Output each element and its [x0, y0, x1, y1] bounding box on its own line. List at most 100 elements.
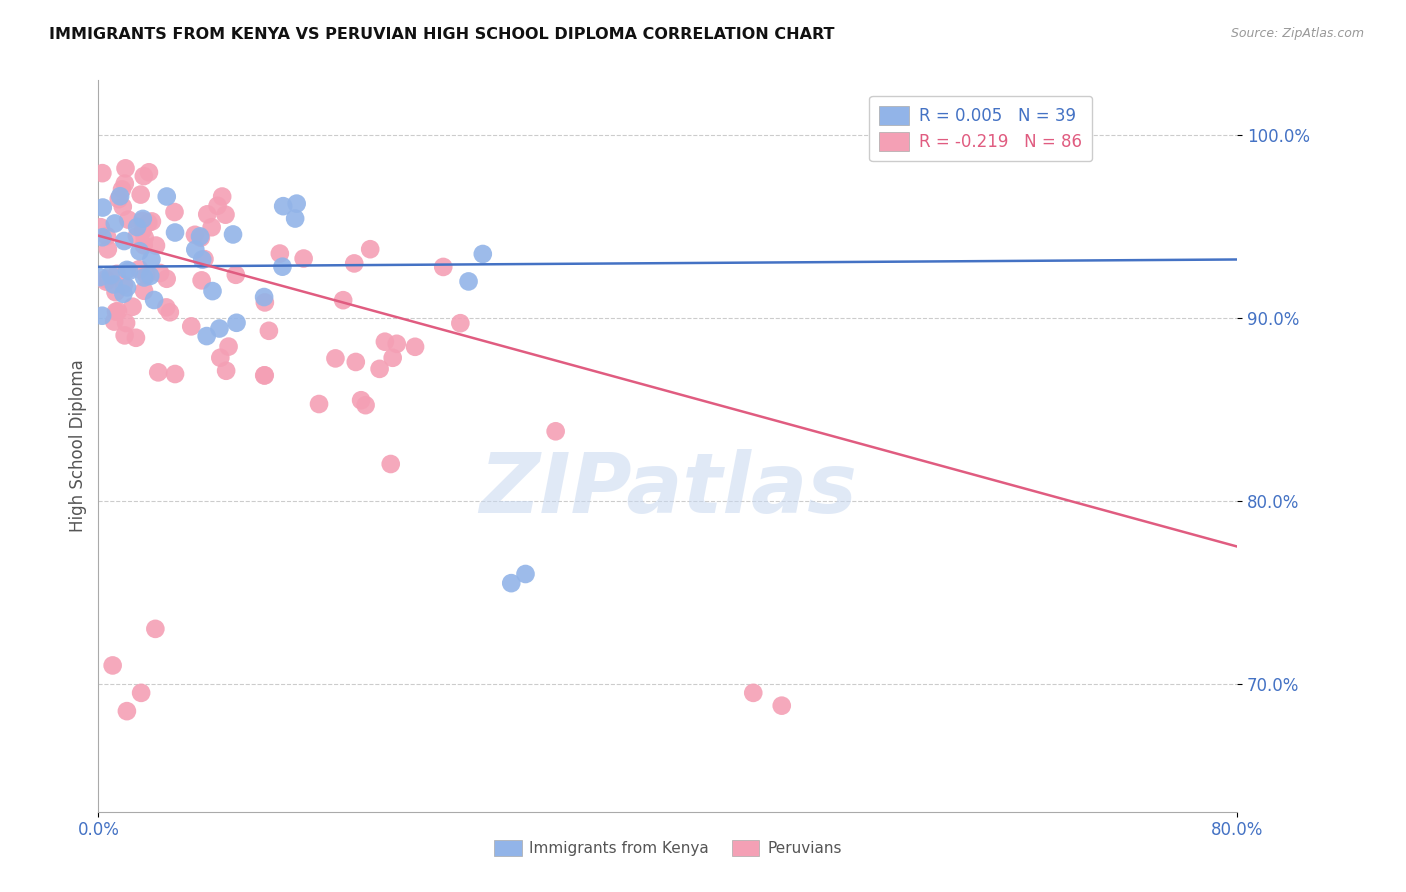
Point — [215, 364, 238, 378]
Point — [285, 196, 308, 211]
Point — [159, 305, 181, 319]
Point — [354, 398, 377, 412]
Point — [114, 177, 136, 191]
Point — [385, 336, 408, 351]
Point — [332, 293, 354, 308]
Point — [136, 216, 159, 230]
Point — [132, 211, 155, 226]
Point — [107, 192, 129, 206]
Point — [742, 686, 765, 700]
Point — [94, 272, 117, 286]
Point — [253, 290, 276, 304]
Point — [156, 272, 179, 286]
Point — [374, 334, 396, 349]
Text: IMMIGRANTS FROM KENYA VS PERUVIAN HIGH SCHOOL DIPLOMA CORRELATION CHART: IMMIGRANTS FROM KENYA VS PERUVIAN HIGH S… — [49, 27, 835, 42]
Point — [115, 263, 138, 277]
Point — [544, 425, 567, 439]
Point — [143, 293, 166, 307]
Point — [96, 275, 118, 289]
Point — [222, 227, 245, 242]
Point — [118, 264, 141, 278]
Point — [284, 211, 307, 226]
Point — [129, 686, 152, 700]
Point — [155, 301, 177, 315]
Point — [108, 189, 131, 203]
Point — [148, 365, 170, 379]
Point — [135, 268, 157, 282]
Point — [128, 262, 150, 277]
Point — [129, 187, 152, 202]
Point — [115, 704, 138, 718]
Legend: Immigrants from Kenya, Peruvians: Immigrants from Kenya, Peruvians — [488, 834, 848, 863]
Point — [271, 260, 294, 274]
Point — [404, 340, 426, 354]
Point — [184, 243, 207, 257]
Point — [141, 252, 163, 267]
Point — [253, 368, 276, 383]
Point — [180, 319, 202, 334]
Point — [380, 457, 402, 471]
Point — [211, 189, 233, 203]
Point — [91, 201, 114, 215]
Point — [471, 247, 494, 261]
Point — [111, 200, 134, 214]
Point — [225, 316, 247, 330]
Point — [101, 658, 124, 673]
Point — [125, 228, 148, 243]
Point — [208, 321, 231, 335]
Point — [257, 324, 280, 338]
Point — [190, 273, 212, 287]
Point — [325, 351, 347, 366]
Point — [253, 368, 276, 383]
Point — [188, 229, 211, 244]
Point — [193, 252, 215, 266]
Point — [134, 230, 156, 244]
Point — [269, 246, 291, 260]
Point — [131, 224, 153, 238]
Point — [121, 300, 143, 314]
Point — [104, 285, 127, 300]
Point — [139, 268, 162, 283]
Point — [89, 270, 111, 285]
Point — [90, 220, 112, 235]
Point — [207, 199, 229, 213]
Point — [308, 397, 330, 411]
Y-axis label: High School Diploma: High School Diploma — [69, 359, 87, 533]
Point — [105, 304, 128, 318]
Point — [184, 227, 207, 242]
Point — [111, 182, 134, 196]
Point — [163, 226, 186, 240]
Point — [112, 277, 135, 292]
Point — [117, 212, 139, 227]
Point — [112, 234, 135, 248]
Point — [128, 244, 150, 259]
Point — [449, 316, 471, 330]
Point — [127, 220, 149, 235]
Point — [195, 329, 218, 343]
Point — [368, 362, 391, 376]
Point — [195, 207, 218, 221]
Text: ZIPatlas: ZIPatlas — [479, 450, 856, 531]
Point — [91, 166, 114, 180]
Point — [145, 622, 167, 636]
Point — [115, 280, 138, 294]
Point — [103, 315, 125, 329]
Point — [132, 214, 155, 228]
Point — [132, 284, 155, 298]
Point — [457, 274, 479, 288]
Point — [96, 229, 118, 244]
Point — [132, 169, 155, 183]
Point — [156, 189, 179, 203]
Point — [214, 208, 236, 222]
Point — [114, 328, 136, 343]
Point — [91, 309, 114, 323]
Point — [343, 256, 366, 270]
Point — [432, 260, 454, 274]
Point — [292, 252, 315, 266]
Text: Source: ZipAtlas.com: Source: ZipAtlas.com — [1230, 27, 1364, 40]
Point — [225, 268, 247, 282]
Point — [105, 267, 128, 281]
Point — [163, 205, 186, 219]
Point — [125, 331, 148, 345]
Point — [145, 238, 167, 252]
